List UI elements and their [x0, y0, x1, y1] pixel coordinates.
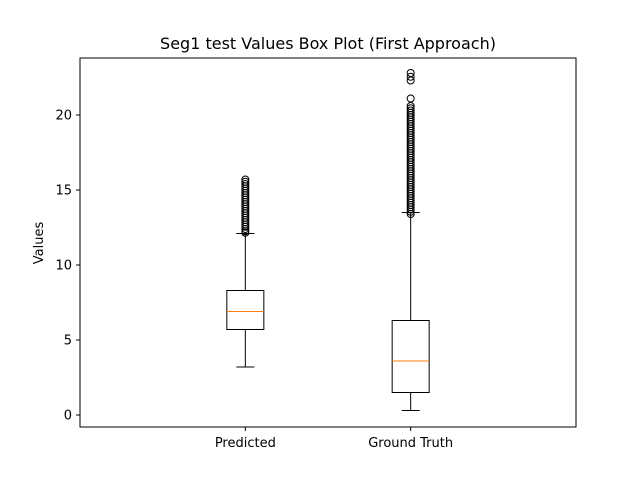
box-iqr [391, 320, 430, 393]
outlier-point [406, 94, 415, 103]
plot-area: 0 5 10 15 20 Predicted Ground Truth [55, 69, 453, 451]
y-tick-label: 10 [55, 259, 72, 274]
outlier-point [406, 106, 415, 115]
x-tick-label: Predicted [215, 436, 276, 451]
outlier-point [406, 104, 415, 113]
box-iqr [226, 290, 265, 330]
x-tick-label: Ground Truth [368, 436, 453, 451]
chart-title: Seg1 test Values Box Plot (First Approac… [160, 34, 496, 53]
outlier-point [406, 72, 415, 81]
y-axis-label: Values [32, 222, 47, 265]
outlier-point [241, 177, 250, 186]
y-tick-label: 15 [55, 184, 72, 199]
outlier-point [406, 69, 415, 77]
y-tick-label: 0 [64, 409, 72, 424]
y-tick-label: 5 [64, 334, 72, 349]
y-tick-label: 20 [55, 109, 72, 124]
outlier-point [241, 180, 250, 188]
axes-frame [79, 57, 577, 428]
outlier-point [241, 175, 250, 184]
